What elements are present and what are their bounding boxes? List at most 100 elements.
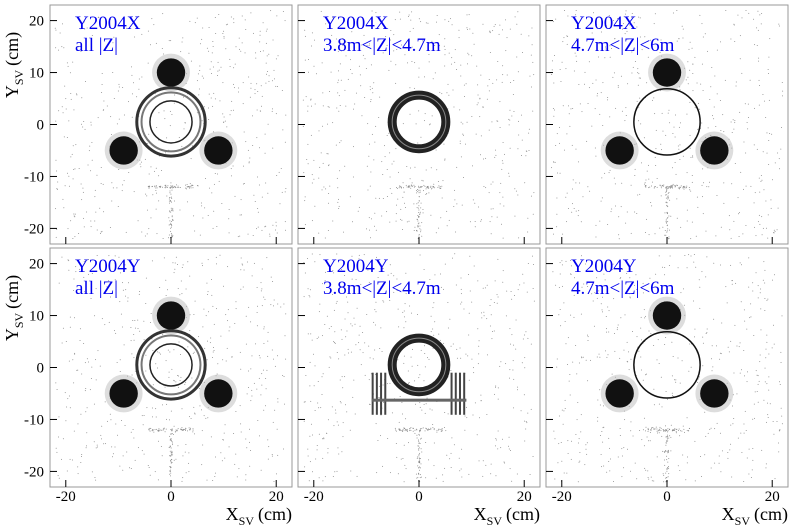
background-hit: [202, 217, 204, 219]
background-hit: [581, 286, 583, 288]
background-hit: [321, 283, 323, 285]
background-hit: [463, 84, 465, 86]
background-hit: [406, 62, 408, 64]
background-hit: [672, 355, 674, 357]
background-hit: [480, 220, 482, 222]
background-hit: [419, 458, 421, 460]
background-hit: [311, 220, 313, 222]
background-hit: [418, 469, 420, 471]
background-hit: [327, 123, 329, 125]
background-hit: [426, 192, 428, 194]
background-hit: [600, 466, 602, 468]
background-hit: [322, 125, 324, 127]
background-hit: [149, 430, 151, 432]
background-hit: [66, 137, 68, 139]
background-hit: [668, 473, 670, 475]
background-hit: [206, 479, 208, 481]
background-hit: [69, 316, 71, 318]
background-hit: [752, 418, 754, 420]
background-hit: [644, 36, 646, 38]
background-hit: [95, 211, 97, 213]
background-hit: [160, 446, 162, 448]
background-hit: [410, 356, 412, 358]
background-hit: [422, 208, 424, 210]
y-tick-label: -10: [24, 412, 44, 428]
background-hit: [402, 196, 404, 198]
background-hit: [254, 89, 256, 91]
background-hit: [168, 446, 170, 448]
background-hit: [169, 220, 171, 222]
background-hit: [363, 254, 365, 256]
background-hit: [63, 207, 65, 209]
background-hit: [417, 202, 419, 204]
background-hit: [369, 86, 371, 88]
background-hit: [667, 192, 669, 194]
background-hit: [303, 296, 305, 298]
background-hit: [442, 474, 444, 476]
background-hit: [522, 338, 524, 340]
background-hit: [605, 48, 607, 50]
background-hit: [71, 153, 73, 155]
background-hit: [169, 419, 171, 421]
background-hit: [589, 190, 591, 192]
background-hit: [414, 62, 416, 64]
background-hit: [741, 17, 743, 19]
background-hit: [394, 429, 396, 431]
background-hit: [456, 348, 458, 350]
background-hit: [245, 29, 247, 31]
background-hit: [141, 231, 143, 233]
background-hit: [607, 223, 609, 225]
background-hit: [468, 54, 470, 56]
background-hit: [642, 282, 644, 284]
background-hit: [222, 121, 224, 123]
background-hit: [174, 186, 176, 188]
background-hit: [670, 186, 672, 188]
background-hit: [666, 231, 668, 233]
background-hit: [450, 345, 452, 347]
background-hit: [350, 470, 352, 472]
background-hit: [337, 424, 339, 426]
background-hit: [653, 23, 655, 25]
background-hit: [409, 30, 411, 32]
background-hit: [337, 201, 339, 203]
background-hit: [432, 328, 434, 330]
background-hit: [308, 295, 310, 297]
background-hit: [242, 286, 244, 288]
background-hit: [56, 188, 58, 190]
background-hit: [712, 366, 714, 368]
background-hit: [233, 433, 235, 435]
background-hit: [134, 36, 136, 38]
background-hit: [85, 445, 87, 447]
annotation: 3.8m<|Z|<4.7m: [323, 278, 441, 299]
background-hit: [608, 310, 610, 312]
background-hit: [150, 217, 152, 219]
background-hit: [111, 200, 113, 202]
background-hit: [358, 254, 360, 256]
background-hit: [342, 38, 344, 40]
background-hit: [248, 306, 250, 308]
background-hit: [145, 303, 147, 305]
background-hit: [275, 113, 277, 115]
background-hit: [169, 446, 171, 448]
background-hit: [240, 423, 242, 425]
background-hit: [710, 427, 712, 429]
background-hit: [418, 110, 420, 112]
background-hit: [171, 189, 173, 191]
background-hit: [277, 303, 279, 305]
background-hit: [308, 480, 310, 482]
background-hit: [531, 44, 533, 46]
background-hit: [670, 187, 672, 189]
background-hit: [608, 271, 610, 273]
background-hit: [681, 360, 683, 362]
background-hit: [119, 301, 121, 303]
background-hit: [81, 97, 83, 99]
background-hit: [467, 355, 469, 357]
background-hit: [703, 182, 705, 184]
background-hit: [448, 52, 450, 54]
background-hit: [725, 286, 727, 288]
background-hit: [179, 209, 181, 211]
background-hit: [433, 286, 435, 288]
background-hit: [444, 263, 446, 265]
background-hit: [748, 448, 750, 450]
background-hit: [307, 105, 309, 107]
